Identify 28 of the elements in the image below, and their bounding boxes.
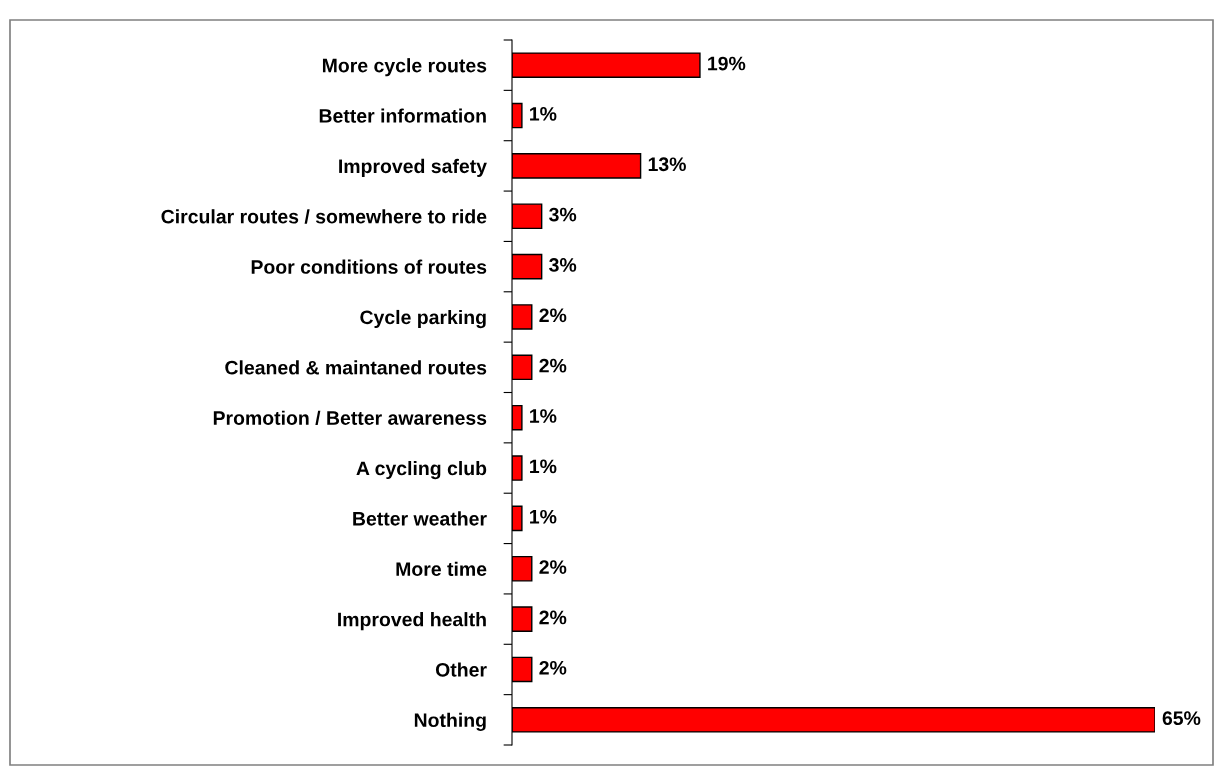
y-tick-label: Nothing [414, 712, 486, 731]
data-label: 2% [539, 610, 567, 625]
data-label: 1% [530, 107, 557, 121]
data-label: 19% [708, 56, 746, 71]
data-label: 2% [539, 560, 567, 574]
data-label: 1% [530, 509, 557, 524]
y-tick-label: Poor conditions of routes [251, 259, 487, 274]
data-label: 1% [530, 409, 557, 423]
data-label: 2% [539, 660, 567, 675]
y-tick-label: Promotion / Better awareness [213, 410, 487, 426]
y-tick-label: Improved safety [339, 158, 487, 177]
y-tick-label: More cycle routes [322, 58, 487, 77]
y-tick-label: Improved health [338, 612, 486, 631]
y-tick-label: A cycling club [356, 460, 487, 480]
y-tick-label: Cleaned & maintaned routes [225, 360, 487, 375]
data-label: 65% [1162, 711, 1201, 726]
data-label: 2% [539, 358, 567, 373]
data-label: 1% [530, 459, 557, 474]
y-tick-label: Cycle parking [360, 309, 486, 329]
data-label: 3% [549, 258, 577, 272]
data-label: 2% [539, 308, 567, 323]
data-label: 3% [549, 207, 577, 222]
y-tick-label: Better weather [353, 511, 487, 526]
y-tick-label: Better information [319, 108, 486, 123]
data-label: 13% [648, 157, 686, 172]
y-tick-label: Other [435, 662, 487, 677]
y-tick-label: More time [396, 561, 487, 576]
y-tick-label: Circular routes / somewhere to ride [161, 209, 487, 224]
